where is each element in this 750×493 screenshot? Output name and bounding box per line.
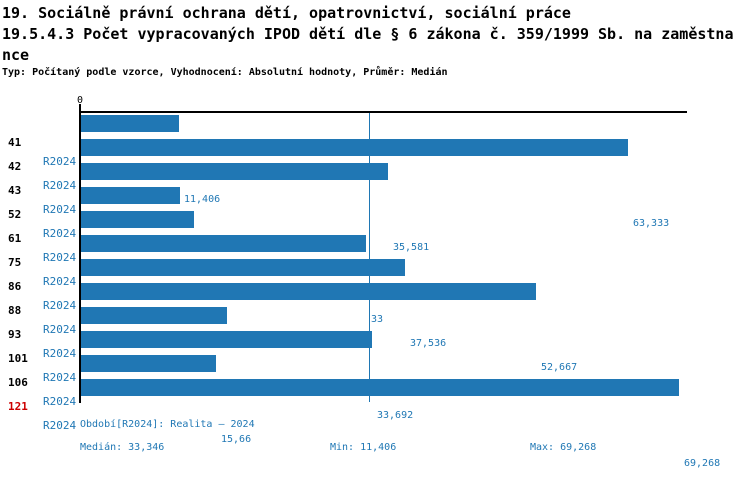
row-category-label: 88 xyxy=(8,304,22,317)
chart-row: 88 R2024 52,667 xyxy=(0,283,750,373)
row-period-label: R2024 xyxy=(43,179,77,192)
row-period-label: R2024 xyxy=(43,419,77,432)
footer-min: Min: 11,406 xyxy=(330,442,397,453)
row-category-label: 101 xyxy=(8,352,28,365)
row-period-label: R2024 xyxy=(43,251,77,264)
row-period-label: R2024 xyxy=(43,323,77,336)
row-category-label: 75 xyxy=(8,256,22,269)
chart-rows: 41 R2024 11,406 42 R2024 63,333 43 R2024… xyxy=(0,115,750,469)
bar xyxy=(81,379,679,396)
row-period-label: R2024 xyxy=(43,203,77,216)
chart-row: 52 R2024 11,429 xyxy=(0,187,750,277)
row-period-label: R2024 xyxy=(43,371,77,384)
bar xyxy=(81,163,388,180)
chart-row: 86 R2024 37,536 xyxy=(0,259,750,349)
bar-value-label: 33 xyxy=(371,314,384,325)
chart-row: 41 R2024 11,406 xyxy=(0,115,750,205)
footer-median: Medián: 33,346 xyxy=(80,442,165,453)
row-category-label: 52 xyxy=(8,208,22,221)
bar xyxy=(81,331,372,348)
bar-value-label: 69,268 xyxy=(684,458,721,469)
bar xyxy=(81,235,366,252)
chart-row: 61 R2024 13,091 xyxy=(0,211,750,301)
row-category-label: 41 xyxy=(8,136,22,149)
row-period-label: R2024 xyxy=(43,275,77,288)
report-meta: Typ: Počítaný podle vzorce, Vyhodnocení:… xyxy=(2,67,448,78)
bar-value-label: 37,536 xyxy=(410,338,447,349)
row-category-label: 43 xyxy=(8,184,22,197)
row-period-label: R2024 xyxy=(43,347,77,360)
x-axis-zero-label: 0 xyxy=(76,95,84,106)
bar xyxy=(81,115,179,132)
chart-row: 42 R2024 63,333 xyxy=(0,139,750,229)
chart-row: 93 R2024 16,916 xyxy=(0,307,750,397)
row-category-label: 93 xyxy=(8,328,22,341)
row-category-label: 121 xyxy=(8,400,28,413)
report-page: { "header": { "title_line1": "19. Sociál… xyxy=(0,4,750,469)
bar-value-label: 35,581 xyxy=(393,242,430,253)
chart-row: 106 R2024 15,66 xyxy=(0,355,750,445)
row-category-label: 106 xyxy=(8,376,28,389)
footer-period: Období[R2024]: Realita – 2024 xyxy=(80,419,255,430)
median-line xyxy=(369,113,370,402)
report-title-line2: 19.5.4.3 Počet vypracovaných IPOD dětí d… xyxy=(2,25,734,43)
row-category-label: 42 xyxy=(8,160,22,173)
chart-row: 43 R2024 35,581 xyxy=(0,163,750,253)
bar xyxy=(81,187,180,204)
y-axis-line xyxy=(79,104,81,403)
bar-value-label: 63,333 xyxy=(633,218,670,229)
bar-value-label: 15,66 xyxy=(221,434,252,445)
row-category-label: 86 xyxy=(8,280,22,293)
bar xyxy=(81,139,628,156)
x-axis-line xyxy=(79,111,687,113)
bar xyxy=(81,211,194,228)
row-period-label: R2024 xyxy=(43,395,77,408)
chart-row: 121 R2024 69,268 xyxy=(0,379,750,469)
bar-value-label: 52,667 xyxy=(541,362,578,373)
bar xyxy=(81,283,536,300)
bar xyxy=(81,307,227,324)
bar-value-label: 11,406 xyxy=(184,194,221,205)
bar xyxy=(81,355,216,372)
chart-row: 101 R2024 33,692 xyxy=(0,331,750,421)
row-category-label: 61 xyxy=(8,232,22,245)
row-period-label: R2024 xyxy=(43,299,77,312)
footer-max: Max: 69,268 xyxy=(530,442,597,453)
row-period-label: R2024 xyxy=(43,155,77,168)
chart-row: 75 R2024 33 xyxy=(0,235,750,325)
bar xyxy=(81,259,405,276)
bar-value-label: 33,692 xyxy=(377,410,414,421)
report-title-line3: nce xyxy=(2,46,30,64)
row-period-label: R2024 xyxy=(43,227,77,240)
report-title-line1: 19. Sociálně právní ochrana dětí, opatro… xyxy=(2,4,571,22)
